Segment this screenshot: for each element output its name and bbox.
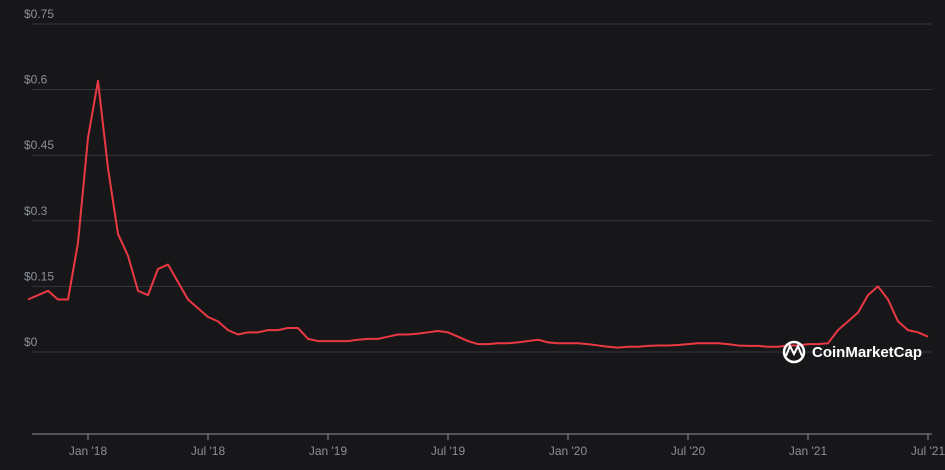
- y-tick-label: $0.15: [24, 269, 54, 283]
- y-tick-label: $0.6: [24, 73, 48, 87]
- x-tick-label: Jan '21: [789, 444, 828, 458]
- x-tick-label: Jul '20: [671, 444, 706, 458]
- y-tick-label: $0.3: [24, 204, 48, 218]
- x-tick-label: Jan '20: [549, 444, 588, 458]
- y-tick-label: $0: [24, 335, 38, 349]
- watermark-logo: [782, 340, 806, 364]
- x-tick-label: Jan '18: [69, 444, 108, 458]
- y-tick-label: $0.45: [24, 138, 54, 152]
- x-tick-label: Jul '19: [431, 444, 466, 458]
- watermark: CoinMarketCap: [812, 344, 922, 361]
- y-tick-label: $0.75: [24, 7, 54, 21]
- x-tick-label: Jul '18: [191, 444, 226, 458]
- x-tick-label: Jan '19: [309, 444, 348, 458]
- x-tick-label: Jul '21: [911, 444, 945, 458]
- price-line: [27, 79, 929, 349]
